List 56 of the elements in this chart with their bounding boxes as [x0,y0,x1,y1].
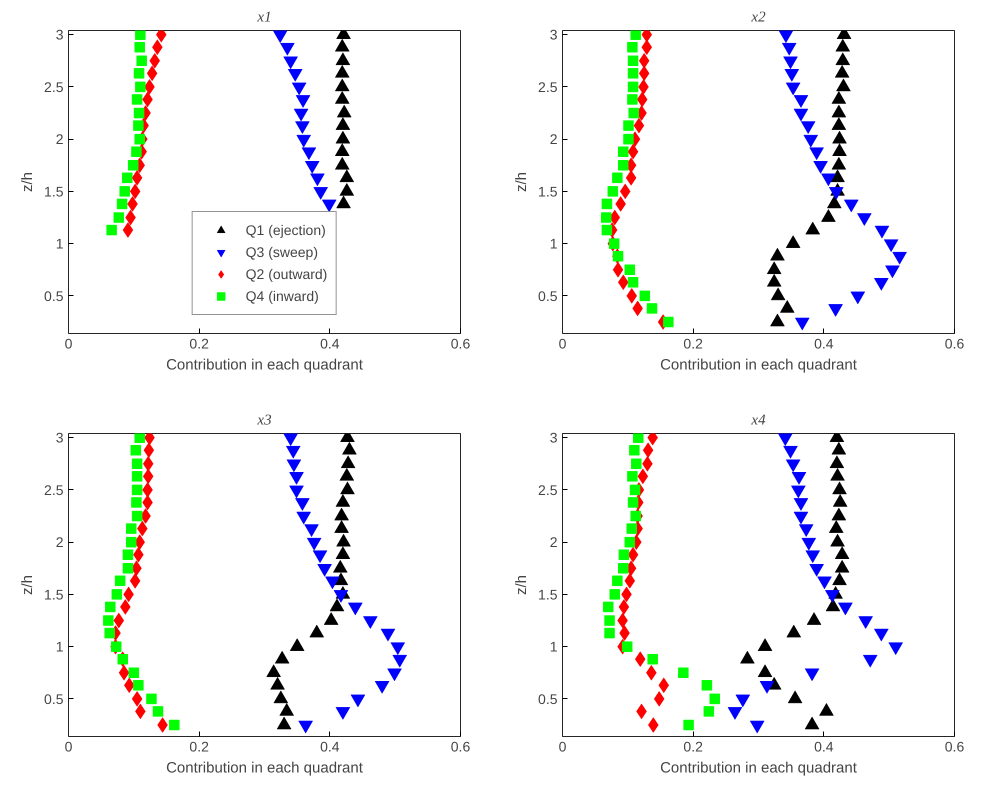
x-tick-label: 0.2 [189,738,210,754]
x-tick-label: 0 [64,738,73,754]
legend-label: Q1 (ejection) [246,222,326,238]
y-axis-title: z/h [513,172,530,192]
x-tick-label: 0.2 [683,336,704,352]
y-tick-label: 1.5 [538,586,558,602]
y-tick-label: 0.5 [538,288,558,304]
y-axis-title: z/h [19,574,36,596]
legend-label: Q4 (inward) [246,288,319,304]
x-axis-title: Contribution in each quadrant [660,760,858,776]
x-axis-title: Contribution in each quadrant [166,356,364,374]
x-tick-label: 0.4 [814,336,834,352]
x-tick-label: 0.6 [944,336,964,352]
x-tick-label: 0 [558,738,567,754]
x-tick-label: 0.6 [450,738,470,754]
chart-title: x1 [256,10,272,26]
y-axis-title: z/h [513,574,530,596]
chart-title: x2 [750,10,766,26]
y-tick-label: 1 [550,638,558,655]
y-tick-label: 1 [550,236,558,252]
y-tick-label: 1 [56,236,64,252]
y-tick-label: 2 [56,131,64,148]
x-tick-label: 0 [558,336,567,352]
y-tick-label: 1 [56,638,64,655]
y-tick-label: 1.5 [44,586,64,602]
y-tick-label: 0.5 [44,288,64,304]
x-tick-label: 0.2 [683,738,704,754]
x-axis-title: Contribution in each quadrant [166,760,364,776]
legend-label: Q3 (sweep) [246,244,318,260]
x-tick-label: 0.4 [320,738,340,754]
y-tick-label: 2.5 [538,482,558,498]
y-tick-label: 1.5 [538,183,558,200]
y-tick-label: 2.5 [44,482,64,498]
y-tick-label: 1.5 [44,183,64,200]
x-tick-label: 0.6 [944,738,964,754]
y-tick-label: 2.5 [538,78,558,95]
chart-title: x3 [256,412,272,428]
y-tick-label: 0.5 [538,690,558,707]
y-tick-label: 2 [56,534,64,550]
y-tick-label: 2 [550,534,558,550]
y-tick-label: 3 [56,26,64,43]
y-axis-title: z/h [19,172,36,192]
y-tick-label: 3 [550,26,558,43]
y-tick-label: 3 [56,430,64,446]
x-tick-label: 0 [64,336,73,352]
x-tick-label: 0.6 [450,336,470,352]
chart-title: x4 [750,412,766,428]
x-tick-label: 0.4 [814,738,834,754]
x-axis-title: Contribution in each quadrant [660,356,858,374]
legend-label: Q2 (outward) [246,266,328,282]
y-tick-label: 3 [550,430,558,446]
y-tick-label: 2.5 [44,78,64,95]
y-tick-label: 2 [550,131,558,148]
y-tick-label: 0.5 [44,690,64,707]
x-tick-label: 0.2 [189,336,210,352]
x-tick-label: 0.4 [320,336,340,352]
